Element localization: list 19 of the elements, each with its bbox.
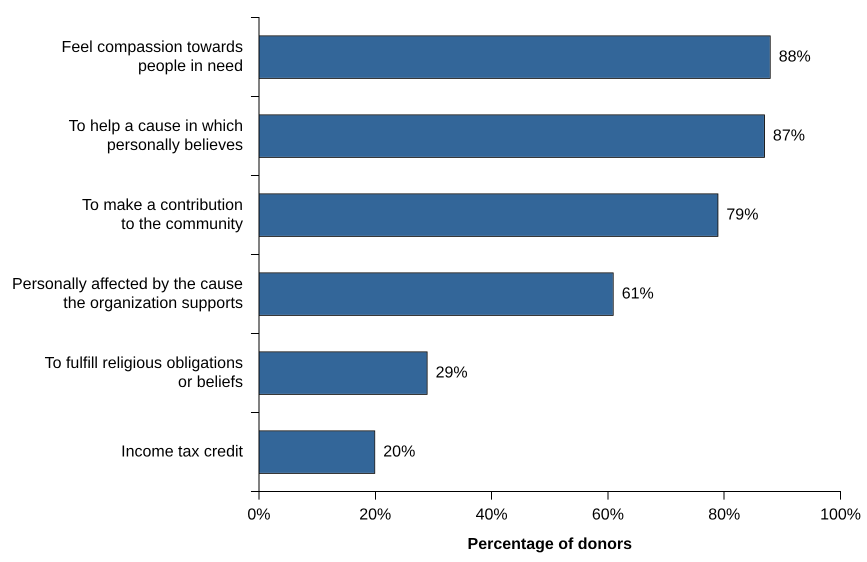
data-label: 20%: [383, 444, 416, 461]
data-label: 88%: [778, 48, 811, 66]
x-axis-title: Percentage of donors: [468, 536, 632, 553]
data-label: 61%: [622, 286, 654, 303]
y-tick-label: Personally affected by the cause the organization supports: [12, 276, 244, 312]
x-tick-label: 80%: [708, 506, 740, 524]
data-label: 79%: [726, 206, 758, 224]
y-tick-label: Feel compassion towards people in need: [62, 38, 243, 76]
y-tick-label: Income tax credit: [121, 444, 244, 461]
x-tick-label: 60%: [592, 506, 624, 524]
x-tick-label: 20%: [359, 506, 392, 524]
data-label: 87%: [772, 128, 805, 145]
x-tick-label: 100%: [820, 506, 861, 524]
x-tick-label: 0%: [247, 506, 271, 524]
y-tick-label: To make a contribution to the community: [82, 196, 243, 234]
x-tick-label: 40%: [476, 506, 508, 524]
data-label: 29%: [436, 364, 468, 382]
y-tick-label: To fulfill religious obligations or beliefs: [44, 354, 243, 392]
y-tick-label: To help a cause in which personally believes: [68, 118, 243, 154]
